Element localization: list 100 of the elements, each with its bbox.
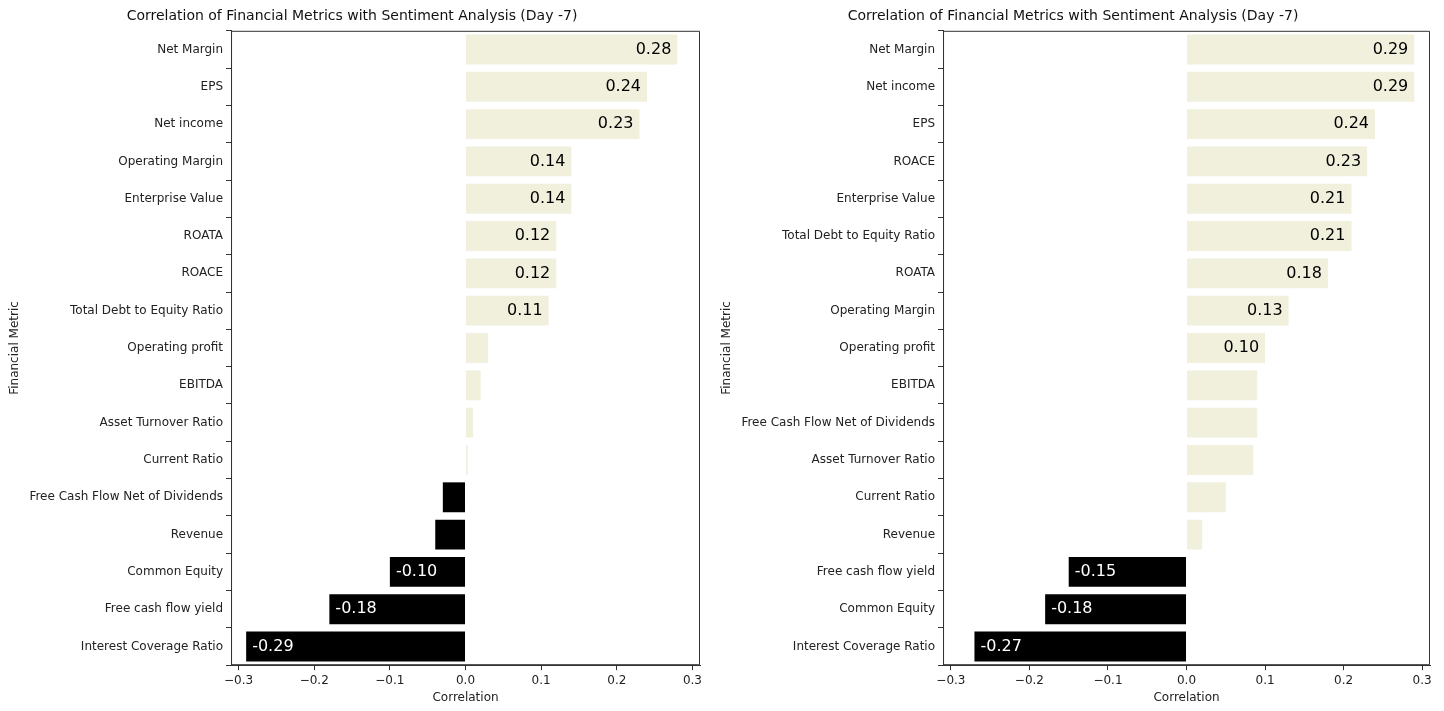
bar bbox=[1187, 146, 1368, 177]
y-tick-label: Net income bbox=[866, 78, 936, 93]
bar bbox=[1187, 109, 1376, 140]
y-tick-label: Revenue bbox=[882, 526, 936, 541]
data-label: 0.14 bbox=[529, 150, 566, 170]
bar bbox=[1187, 482, 1226, 513]
y-tick-label: EPS bbox=[200, 78, 224, 93]
bar bbox=[466, 146, 572, 177]
data-label: -0.15 bbox=[1074, 561, 1117, 581]
y-tick-label: Free Cash Flow Net of Dividends bbox=[741, 414, 936, 429]
bar bbox=[466, 407, 474, 438]
bar bbox=[246, 631, 466, 662]
y-tick-label: Interest Coverage Ratio bbox=[792, 638, 936, 653]
y-tick-label: Free Cash Flow Net of Dividends bbox=[29, 489, 224, 504]
data-label: 0.24 bbox=[1333, 113, 1370, 133]
x-tick-label: 0.2 bbox=[607, 672, 627, 687]
bar bbox=[466, 333, 489, 363]
data-label: 0.29 bbox=[1372, 75, 1409, 95]
data-label: 0.24 bbox=[605, 75, 642, 95]
x-tick-label: 0.1 bbox=[1255, 672, 1275, 687]
y-tick-label: EPS bbox=[912, 116, 936, 131]
chart-title: Correlation of Financial Metrics with Sentiment Analysis (Day -7) bbox=[847, 7, 1299, 24]
y-tick-label: Common Equity bbox=[839, 601, 936, 616]
bar bbox=[466, 370, 481, 401]
data-label: -0.29 bbox=[252, 635, 294, 655]
x-tick-label: 0.0 bbox=[455, 672, 476, 687]
data-label: 0.23 bbox=[1325, 150, 1362, 170]
bar bbox=[1187, 295, 1289, 326]
y-tick-label: Net Margin bbox=[869, 41, 936, 56]
bar bbox=[1187, 519, 1203, 550]
y-tick-label: Asset Turnover Ratio bbox=[811, 452, 936, 467]
y-tick-label: Operating Margin bbox=[830, 302, 936, 317]
bar bbox=[1187, 34, 1415, 65]
data-label: 0.23 bbox=[597, 113, 634, 133]
x-tick-label: 0.1 bbox=[531, 672, 551, 687]
bar bbox=[466, 183, 572, 214]
y-tick-label: Interest Coverage Ratio bbox=[80, 638, 224, 653]
x-tick-label: 0.3 bbox=[1412, 672, 1432, 687]
bar bbox=[1045, 594, 1187, 625]
y-tick-label: Free cash flow yield bbox=[816, 564, 936, 579]
bar bbox=[1187, 258, 1328, 289]
data-label: 0.11 bbox=[507, 299, 543, 319]
data-label: 0.28 bbox=[635, 38, 672, 58]
bar bbox=[466, 71, 648, 102]
bar bbox=[389, 556, 466, 587]
y-tick-label: Common Equity bbox=[127, 564, 224, 579]
y-tick-label: Total Debt to Equity Ratio bbox=[69, 302, 224, 317]
bar bbox=[1187, 370, 1258, 401]
data-label: 0.29 bbox=[1372, 38, 1409, 58]
y-tick-label: EBITDA bbox=[891, 377, 936, 392]
x-axis-title: Correlation bbox=[1153, 689, 1220, 704]
data-label: 0.21 bbox=[1309, 187, 1346, 207]
x-tick-label: −0.1 bbox=[375, 672, 405, 687]
bar bbox=[1187, 407, 1258, 438]
bar bbox=[1187, 445, 1254, 475]
x-tick-label: −0.2 bbox=[299, 672, 329, 687]
y-tick-label: ROATA bbox=[183, 228, 224, 243]
bar bbox=[442, 482, 466, 513]
y-tick-label: Operating profit bbox=[127, 340, 224, 355]
y-axis-title: Financial Metric bbox=[7, 301, 22, 395]
y-tick-label: Current Ratio bbox=[143, 452, 224, 467]
data-label: 0.12 bbox=[514, 225, 551, 245]
data-label: 0.14 bbox=[529, 187, 566, 207]
x-tick-label: −0.3 bbox=[224, 672, 254, 687]
y-tick-label: Asset Turnover Ratio bbox=[99, 414, 224, 429]
x-tick-label: −0.1 bbox=[1093, 672, 1123, 687]
data-label: -0.27 bbox=[980, 635, 1022, 655]
bar bbox=[1187, 333, 1266, 363]
data-label: 0.21 bbox=[1309, 225, 1346, 245]
data-label: -0.10 bbox=[395, 561, 438, 581]
y-tick-label: Current Ratio bbox=[855, 489, 936, 504]
y-tick-label: Operating Margin bbox=[118, 153, 224, 168]
bar bbox=[466, 109, 640, 140]
bar bbox=[1187, 221, 1352, 251]
x-tick-label: −0.2 bbox=[1014, 672, 1044, 687]
data-label: 0.12 bbox=[514, 262, 551, 282]
bar bbox=[329, 594, 466, 625]
y-axis-title: Financial Metric bbox=[719, 301, 734, 395]
bar bbox=[466, 258, 557, 289]
bar bbox=[466, 34, 678, 65]
y-tick-label: Free cash flow yield bbox=[104, 601, 224, 616]
data-label: 0.13 bbox=[1247, 299, 1283, 319]
y-tick-label: EBITDA bbox=[179, 377, 224, 392]
bar bbox=[466, 295, 549, 326]
bar bbox=[466, 221, 557, 251]
y-tick-label: ROACE bbox=[181, 265, 224, 280]
y-tick-label: Operating profit bbox=[839, 340, 936, 355]
bar bbox=[1187, 71, 1415, 102]
x-tick-label: 0.2 bbox=[1334, 672, 1354, 687]
bar bbox=[1187, 183, 1352, 214]
data-label: 0.10 bbox=[1223, 337, 1260, 357]
y-tick-label: ROATA bbox=[895, 265, 936, 280]
chart-title: Correlation of Financial Metrics with Sentiment Analysis (Day -7) bbox=[126, 7, 578, 24]
x-axis-title: Correlation bbox=[432, 689, 499, 704]
y-tick-label: ROACE bbox=[893, 153, 936, 168]
bar bbox=[1068, 556, 1187, 587]
x-tick-label: 0.3 bbox=[682, 672, 702, 687]
y-tick-label: Net Margin bbox=[157, 41, 224, 56]
bar bbox=[435, 519, 466, 550]
bar bbox=[974, 631, 1187, 662]
